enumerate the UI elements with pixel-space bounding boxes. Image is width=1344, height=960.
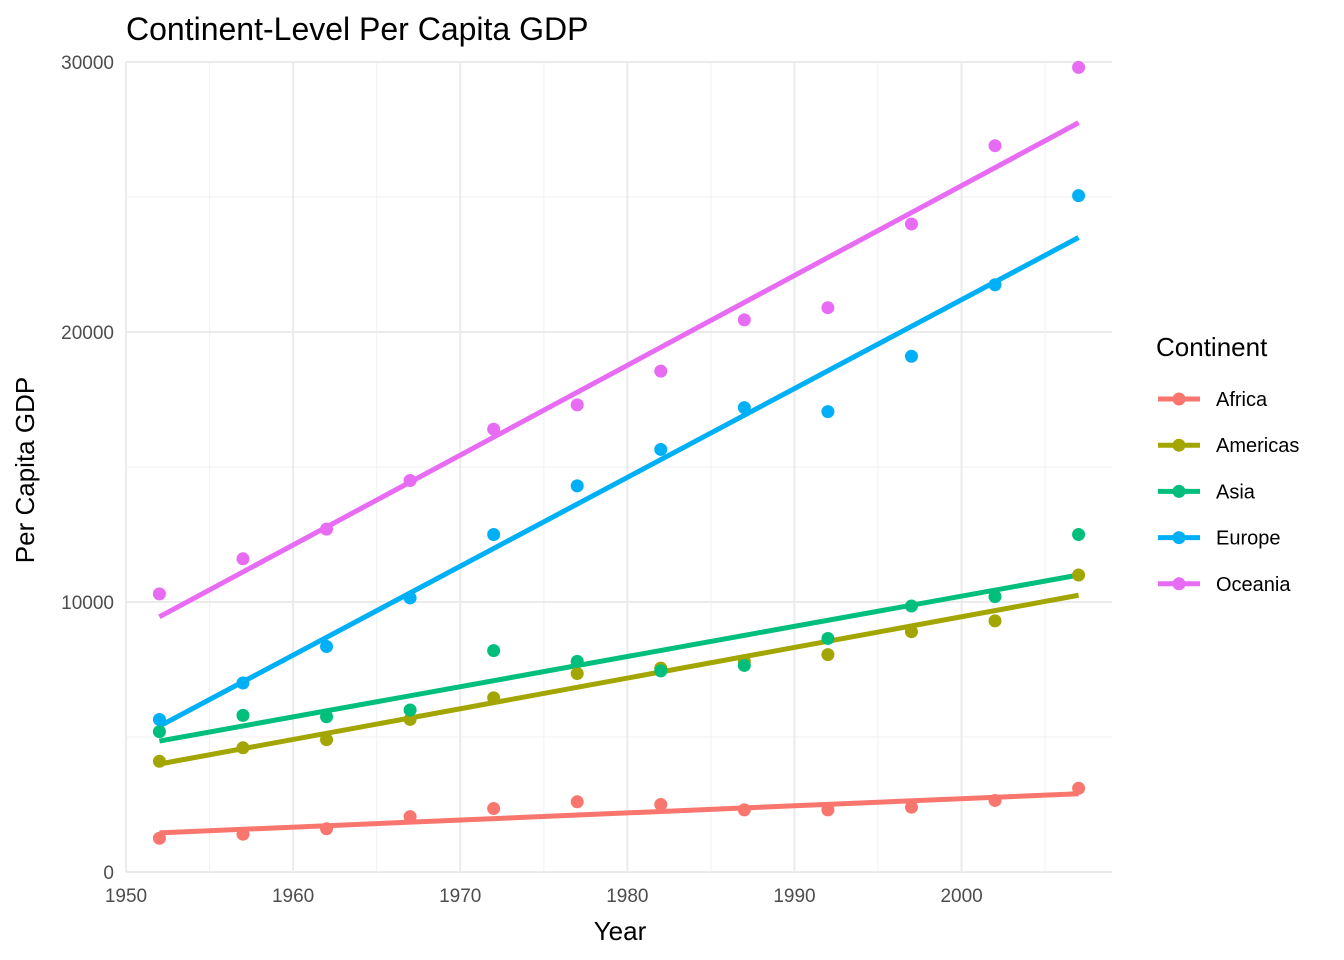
trend-line-africa bbox=[159, 791, 1079, 836]
point-asia bbox=[1072, 528, 1086, 541]
x-tick-label: 1990 bbox=[773, 886, 815, 907]
point-europe bbox=[570, 479, 584, 493]
point-africa bbox=[654, 798, 668, 811]
legend-label-europe: Europe bbox=[1216, 528, 1281, 550]
point-asia bbox=[988, 590, 1002, 604]
point-oceania bbox=[988, 139, 1002, 153]
x-axis-ticks: 1950 1960 1970 1980 1990 2000 bbox=[105, 886, 983, 907]
point-oceania bbox=[403, 474, 417, 487]
data-points bbox=[152, 60, 1086, 845]
point-europe bbox=[737, 401, 751, 415]
point-africa bbox=[152, 831, 166, 845]
point-oceania bbox=[654, 364, 668, 378]
point-americas bbox=[320, 733, 334, 747]
trend-lines bbox=[158, 120, 1080, 836]
trend-line-europe bbox=[158, 235, 1080, 729]
point-africa bbox=[821, 803, 835, 817]
point-oceania bbox=[320, 522, 334, 536]
point-oceania bbox=[236, 552, 250, 566]
legend: Africa Americas Asia Europe Oceania bbox=[1158, 389, 1299, 596]
legend-label-africa: Africa bbox=[1216, 389, 1268, 411]
point-asia bbox=[487, 644, 501, 658]
point-asia bbox=[821, 631, 835, 645]
point-africa bbox=[570, 795, 584, 809]
point-africa bbox=[737, 803, 751, 817]
y-axis-ticks: 0 10000 20000 30000 bbox=[61, 53, 114, 884]
legend-label-asia: Asia bbox=[1216, 481, 1256, 503]
point-europe bbox=[904, 349, 918, 363]
point-africa bbox=[236, 827, 250, 841]
point-oceania bbox=[737, 313, 751, 327]
point-americas bbox=[821, 648, 835, 662]
point-asia bbox=[737, 658, 751, 672]
point-americas bbox=[152, 754, 166, 768]
point-oceania bbox=[152, 587, 166, 601]
point-oceania bbox=[821, 301, 835, 315]
point-oceania bbox=[1072, 60, 1086, 74]
trend-line-asia bbox=[158, 572, 1080, 744]
point-europe bbox=[988, 278, 1002, 292]
point-europe bbox=[487, 528, 501, 541]
point-europe bbox=[152, 712, 166, 726]
point-europe bbox=[320, 640, 334, 654]
point-europe bbox=[1072, 189, 1086, 203]
point-asia bbox=[570, 654, 584, 668]
point-africa bbox=[1072, 781, 1086, 795]
point-africa bbox=[988, 793, 1002, 807]
legend-title: Continent bbox=[1156, 332, 1268, 362]
y-axis-title: Per Capita GDP bbox=[10, 377, 40, 563]
x-tick-label: 1960 bbox=[272, 886, 314, 907]
x-tick-label: 1970 bbox=[439, 886, 481, 907]
point-asia bbox=[152, 725, 166, 739]
point-africa bbox=[904, 800, 918, 814]
trend-line-americas bbox=[158, 592, 1080, 767]
y-tick-label: 0 bbox=[103, 863, 114, 884]
legend-key-point-asia bbox=[1172, 484, 1186, 498]
y-tick-label: 30000 bbox=[61, 53, 114, 74]
legend-key-point-americas bbox=[1172, 438, 1186, 452]
point-africa bbox=[487, 802, 501, 816]
chart-title: Continent-Level Per Capita GDP bbox=[126, 11, 588, 47]
grid bbox=[125, 61, 1112, 873]
point-oceania bbox=[570, 398, 584, 412]
point-americas bbox=[1072, 568, 1086, 582]
x-tick-label: 1950 bbox=[105, 886, 147, 907]
point-americas bbox=[236, 741, 250, 755]
legend-label-oceania: Oceania bbox=[1216, 574, 1291, 596]
point-europe bbox=[654, 442, 668, 456]
legend-label-americas: Americas bbox=[1216, 435, 1299, 457]
point-asia bbox=[403, 703, 417, 717]
x-tick-label: 2000 bbox=[940, 886, 982, 907]
point-asia bbox=[904, 599, 918, 613]
point-americas bbox=[988, 614, 1002, 628]
legend-key-point-europe bbox=[1172, 531, 1186, 545]
trend-line-oceania bbox=[158, 120, 1080, 620]
point-asia bbox=[654, 664, 668, 678]
x-tick-label: 1980 bbox=[606, 886, 648, 907]
y-tick-label: 10000 bbox=[61, 593, 114, 614]
point-africa bbox=[403, 810, 417, 824]
legend-key-point-oceania bbox=[1172, 577, 1186, 591]
point-europe bbox=[403, 591, 417, 605]
legend-key-point-africa bbox=[1172, 392, 1186, 406]
y-tick-label: 20000 bbox=[61, 323, 114, 344]
x-axis-title: Year bbox=[594, 916, 647, 946]
point-europe bbox=[821, 405, 835, 419]
point-americas bbox=[570, 667, 584, 681]
point-americas bbox=[487, 691, 501, 705]
point-europe bbox=[236, 676, 250, 690]
point-asia bbox=[320, 710, 334, 724]
point-africa bbox=[320, 822, 334, 836]
point-oceania bbox=[487, 422, 501, 436]
point-americas bbox=[904, 625, 918, 639]
point-americas bbox=[403, 712, 417, 726]
point-oceania bbox=[904, 217, 918, 231]
point-asia bbox=[236, 708, 250, 722]
